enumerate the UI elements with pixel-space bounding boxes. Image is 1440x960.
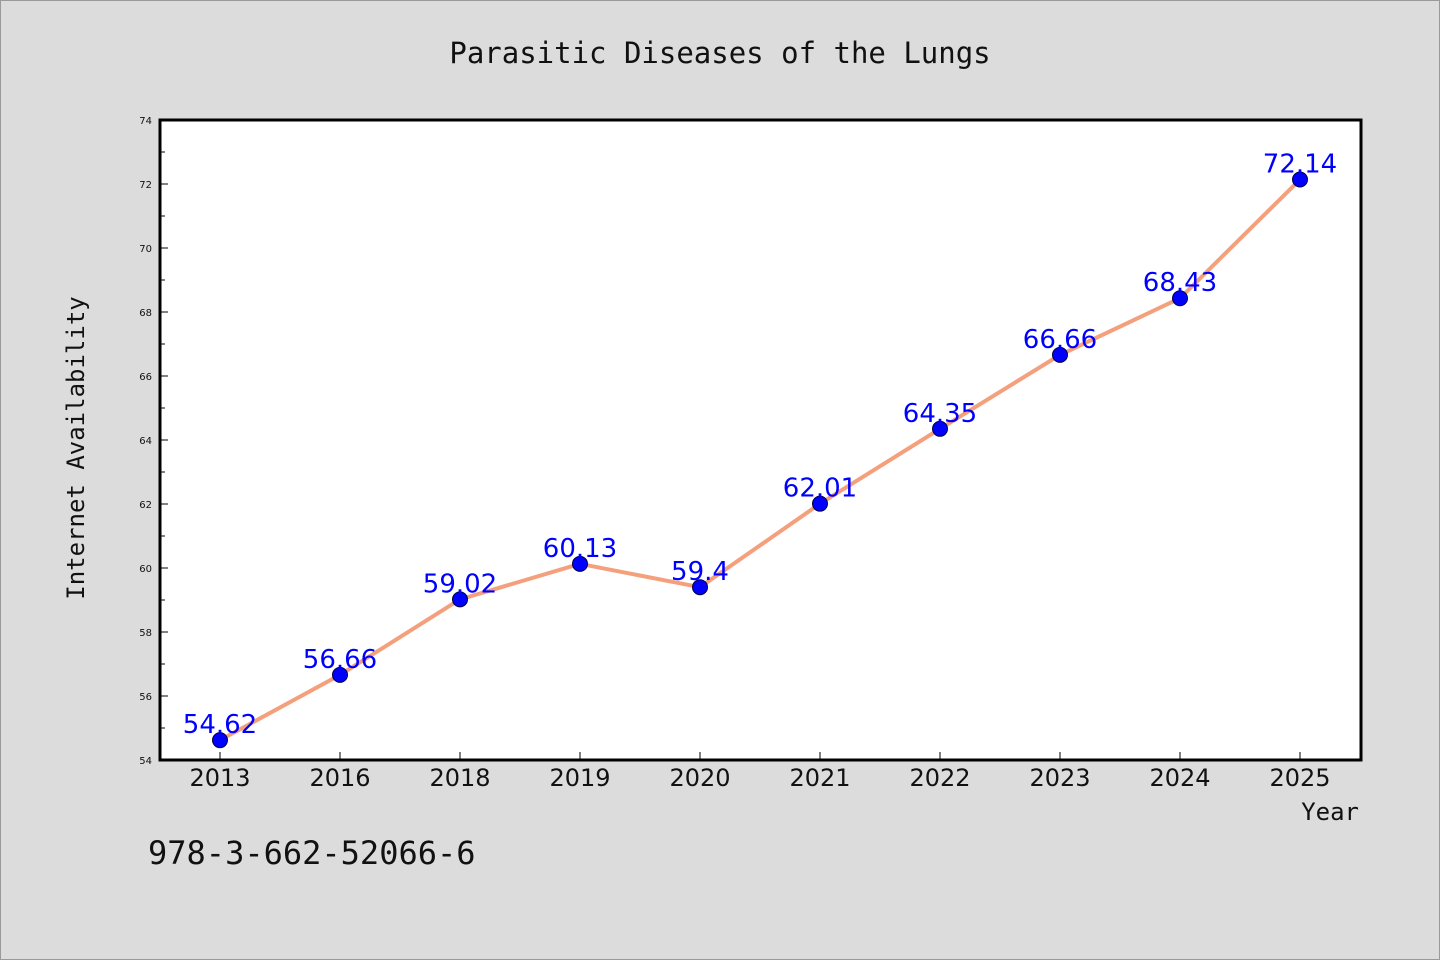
- y-axis: 54 56 58 60 62 64 66 68 70 72 74: [139, 116, 168, 767]
- data-label: 66.66: [1023, 325, 1097, 355]
- data-point: [212, 732, 228, 749]
- x-tick-label: 2025: [1269, 764, 1330, 792]
- chart-title: Parasitic Diseases of the Lungs: [449, 36, 990, 70]
- x-tick-label: 2020: [669, 764, 730, 792]
- y-tick-label: 66: [139, 372, 152, 383]
- x-tick-label: 2024: [1149, 764, 1210, 792]
- x-tick-label: 2016: [309, 764, 370, 792]
- x-axis-title: Year: [1301, 798, 1359, 826]
- data-label: 59.02: [423, 569, 497, 599]
- plot-area: [158, 118, 1363, 762]
- x-tick-label: 2023: [1029, 764, 1090, 792]
- x-tick-label: 2022: [909, 764, 970, 792]
- series-line: [218, 177, 1302, 743]
- data-point: [572, 555, 588, 572]
- data-point: [1172, 290, 1188, 307]
- data-label: 60.13: [543, 534, 617, 564]
- x-tick-label: 2019: [549, 764, 610, 792]
- data-point: [932, 420, 948, 437]
- data-point: [692, 579, 708, 596]
- y-tick-label: 60: [139, 564, 152, 575]
- y-tick-label: 62: [139, 500, 152, 511]
- x-axis: 2013 2016 2018 2019 2020 2021 2022 2023 2024 2025: [189, 752, 1331, 792]
- x-tick-label: 2021: [789, 764, 850, 792]
- data-label: 56.66: [303, 645, 377, 675]
- data-label: 64.35: [903, 399, 977, 429]
- x-tick-label: 2018: [429, 764, 490, 792]
- data-point: [812, 495, 828, 512]
- y-tick-label: 58: [139, 628, 152, 639]
- series-layer: 54.62 56.66 59.02 60.13 59.4 62.01 64.35 66.66 6…: [183, 150, 1337, 749]
- data-label: 59.4: [671, 557, 729, 587]
- y-tick-label: 56: [139, 692, 152, 703]
- y-tick-label: 54: [139, 756, 152, 767]
- data-label: 54.62: [183, 710, 257, 740]
- data-label: 72.14: [1263, 150, 1337, 180]
- x-tick-label: 2013: [189, 764, 250, 792]
- data-point: [452, 591, 468, 608]
- data-point: [1292, 171, 1308, 188]
- data-point: [332, 666, 348, 683]
- y-axis-title: Internet Availability: [62, 296, 90, 599]
- data-label: 68.43: [1143, 268, 1217, 298]
- isbn-text: 978-3-662-52066-6: [148, 834, 476, 872]
- data-point: [1052, 346, 1068, 363]
- y-tick-label: 74: [139, 116, 152, 127]
- y-tick-label: 70: [139, 244, 152, 255]
- data-label: 62.01: [783, 474, 857, 504]
- y-tick-label: 72: [139, 180, 152, 191]
- y-tick-label: 68: [139, 308, 152, 319]
- y-tick-label: 64: [139, 436, 152, 447]
